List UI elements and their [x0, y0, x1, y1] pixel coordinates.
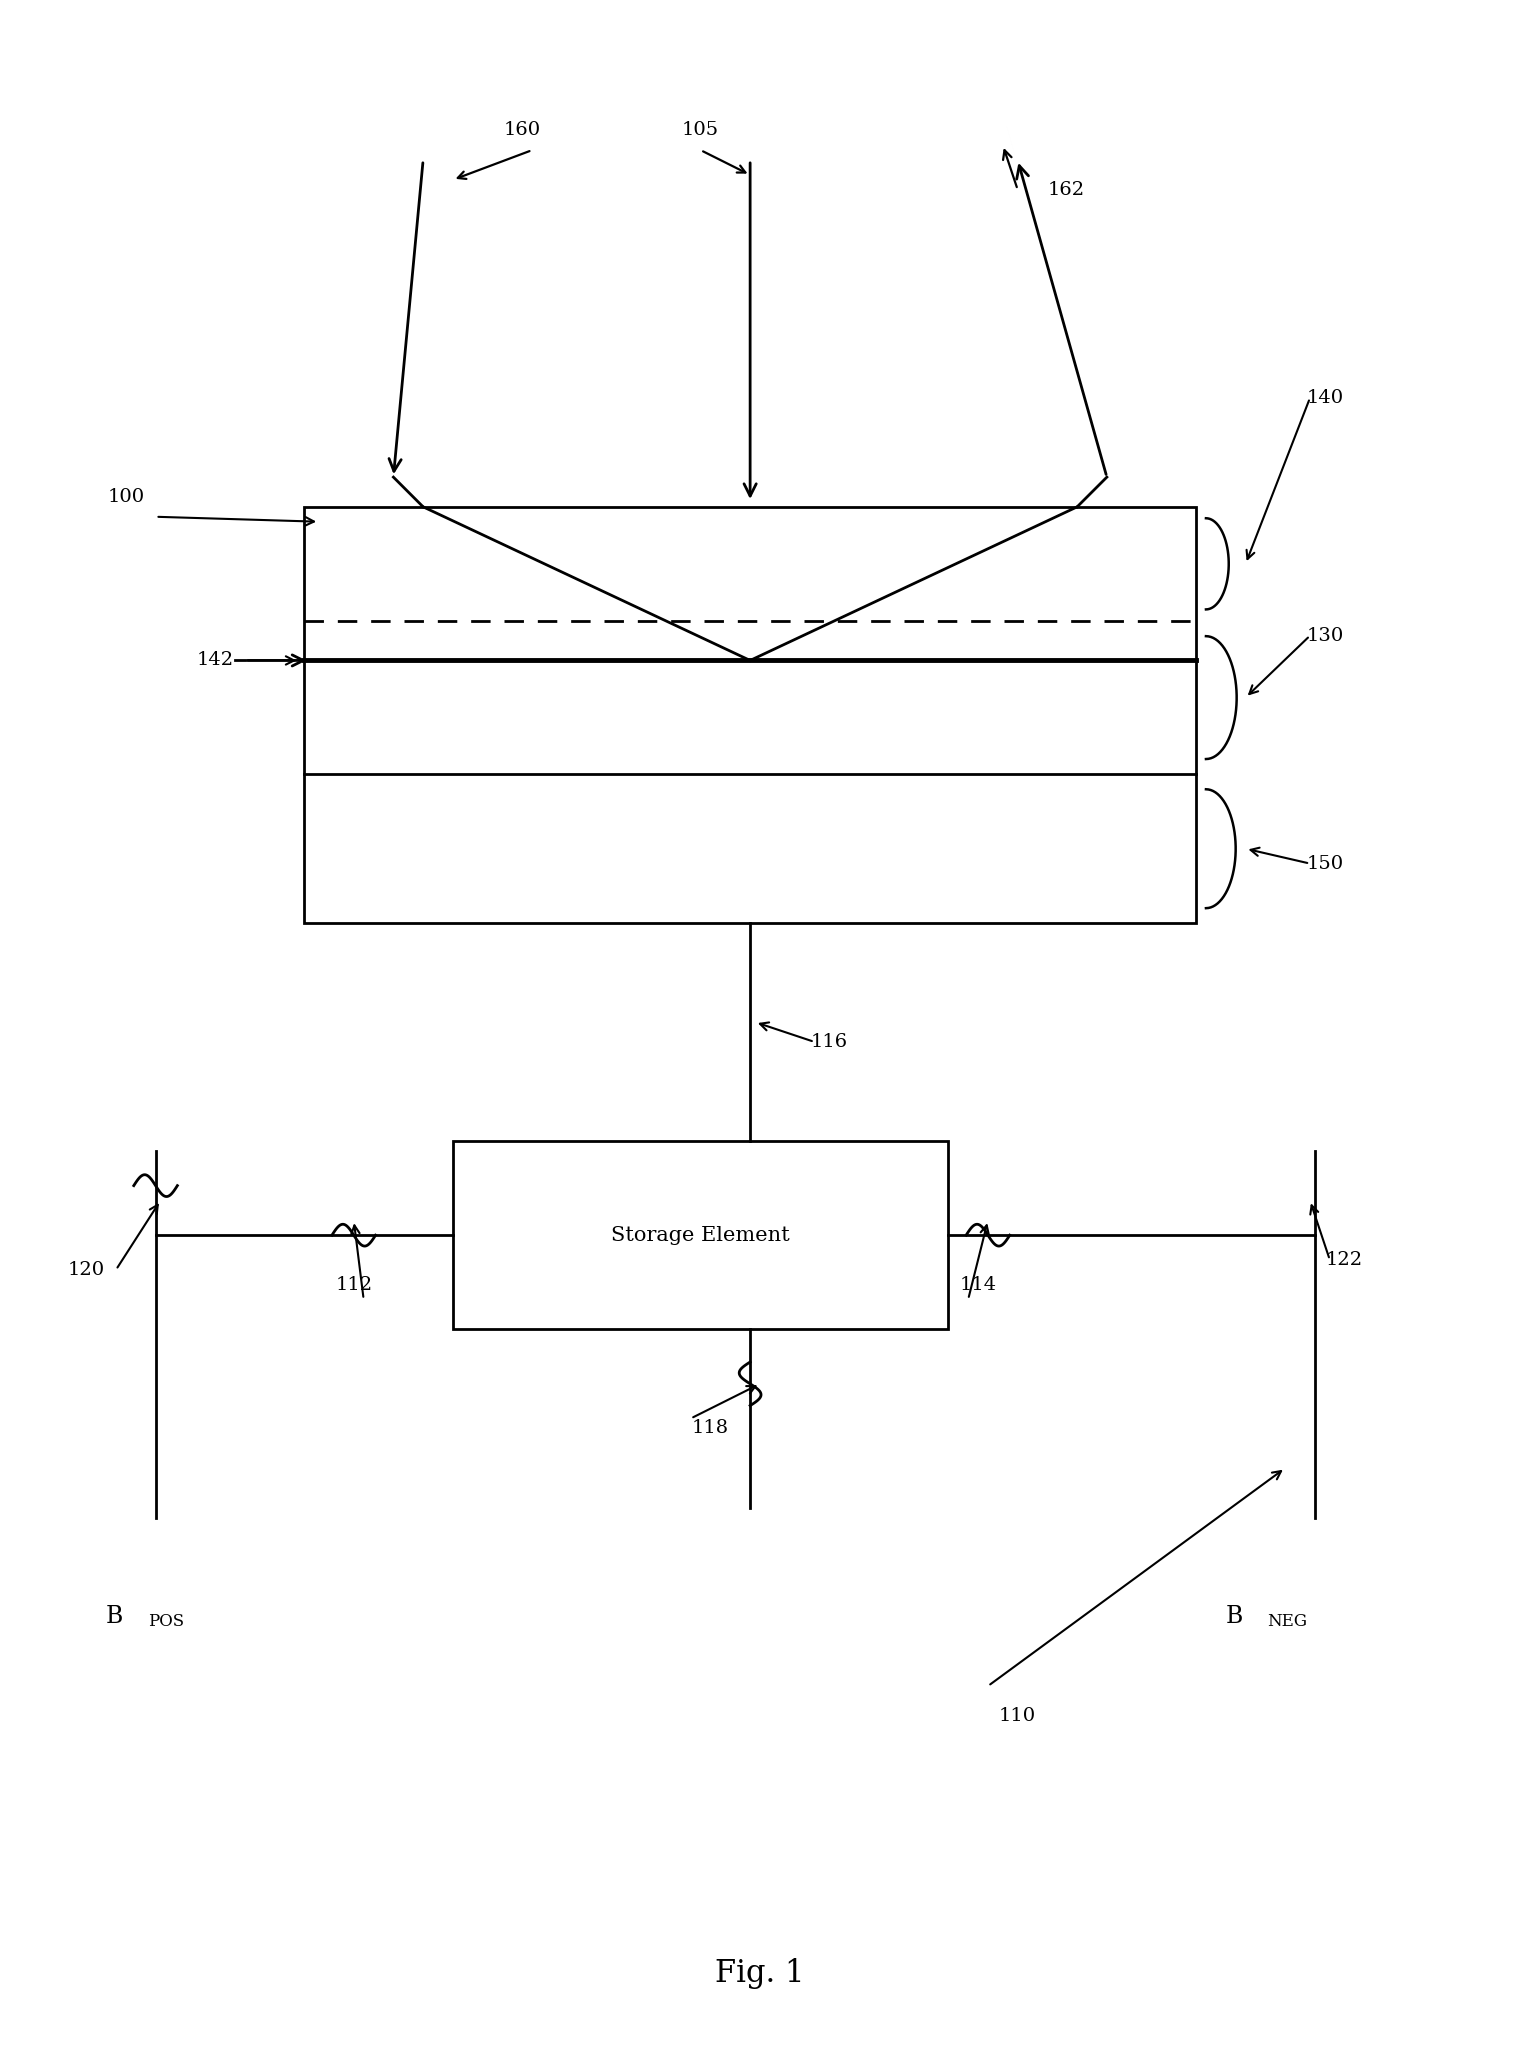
Text: 105: 105 [682, 122, 719, 139]
Text: 112: 112 [335, 1276, 373, 1293]
Bar [304, 508, 1196, 922]
Text: POS: POS [148, 1614, 183, 1631]
Text: 100: 100 [107, 487, 144, 506]
Text: 140: 140 [1306, 390, 1344, 406]
Text: 114: 114 [960, 1276, 997, 1293]
Text: Fig. 1: Fig. 1 [716, 1958, 804, 1989]
Text: 120: 120 [67, 1262, 106, 1278]
Text: 110: 110 [998, 1707, 1037, 1724]
Text: B: B [106, 1606, 124, 1629]
Text: 118: 118 [693, 1419, 729, 1438]
Bar [453, 1142, 948, 1330]
Text: 130: 130 [1306, 626, 1344, 644]
Text: 122: 122 [1326, 1251, 1364, 1268]
Text: 162: 162 [1047, 180, 1084, 199]
Text: NEG: NEG [1268, 1614, 1307, 1631]
Text: B: B [1226, 1606, 1243, 1629]
Text: 150: 150 [1306, 854, 1344, 872]
Text: Storage Element: Storage Element [612, 1227, 790, 1245]
Text: 142: 142 [196, 651, 234, 669]
Text: 160: 160 [503, 122, 541, 139]
Text: 116: 116 [810, 1034, 849, 1051]
